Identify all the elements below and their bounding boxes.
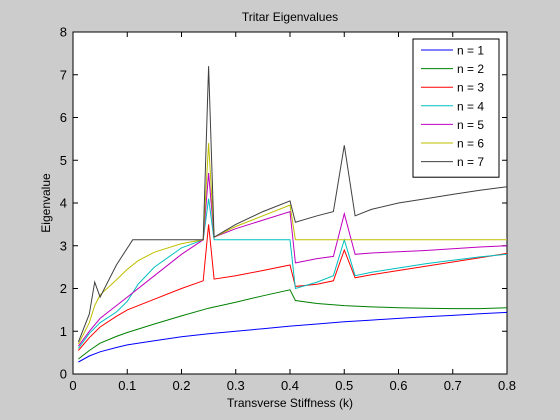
legend-label-n4: n = 4 <box>457 99 484 113</box>
y-tick-label: 5 <box>60 153 67 168</box>
y-tick-label: 7 <box>60 67 67 82</box>
y-tick-label: 3 <box>60 238 67 253</box>
series-line-n2 <box>78 289 508 360</box>
legend-label-n3: n = 3 <box>457 81 484 95</box>
y-tick-label: 0 <box>60 367 67 382</box>
legend-box <box>412 38 500 178</box>
axis-ticks: 0 0.1 0.2 0.3 0.4 0.5 0.6 0.7 0.8 0 1 2 3 4 5 6 7 8 <box>60 25 516 394</box>
y-tick-label: 1 <box>60 324 67 339</box>
legend-label-n6: n = 6 <box>457 137 484 151</box>
x-tick-label: 0.8 <box>498 378 516 393</box>
series-line-n1 <box>78 311 508 363</box>
legend-label-n2: n = 2 <box>457 62 484 76</box>
series-lines <box>77 66 508 363</box>
x-tick-label: 0.5 <box>335 378 353 393</box>
x-tick-label: 0.7 <box>444 378 462 393</box>
y-tick-label: 6 <box>60 110 67 125</box>
x-tick-label: 0.2 <box>172 378 190 393</box>
series-line-n3 <box>78 224 508 351</box>
y-axis-label: Eigenvalue <box>39 173 53 233</box>
legend-label-n1: n = 1 <box>457 44 484 58</box>
legend: n = 1 n = 2 n = 3 n = 4 n = 5 n = 6 n = 7 <box>412 38 500 178</box>
x-tick-label: 0.6 <box>389 378 407 393</box>
y-tick-label: 4 <box>60 196 67 211</box>
x-tick-label: 0.1 <box>118 378 136 393</box>
legend-label-n7: n = 7 <box>457 155 484 169</box>
x-tick-label: 0.3 <box>227 378 245 393</box>
series-line-n7 <box>77 66 508 343</box>
x-tick-label: 0 <box>69 378 76 393</box>
x-axis-label: Transverse Stiffness (k) <box>227 396 353 410</box>
series-line-n5 <box>77 173 508 347</box>
y-tick-label: 2 <box>60 281 67 296</box>
y-tick-label: 8 <box>60 25 67 40</box>
chart-title: Tritar Eigenvalues <box>242 10 338 24</box>
series-line-n4 <box>77 198 508 349</box>
x-tick-label: 0.4 <box>281 378 299 393</box>
legend-label-n5: n = 5 <box>457 118 484 132</box>
